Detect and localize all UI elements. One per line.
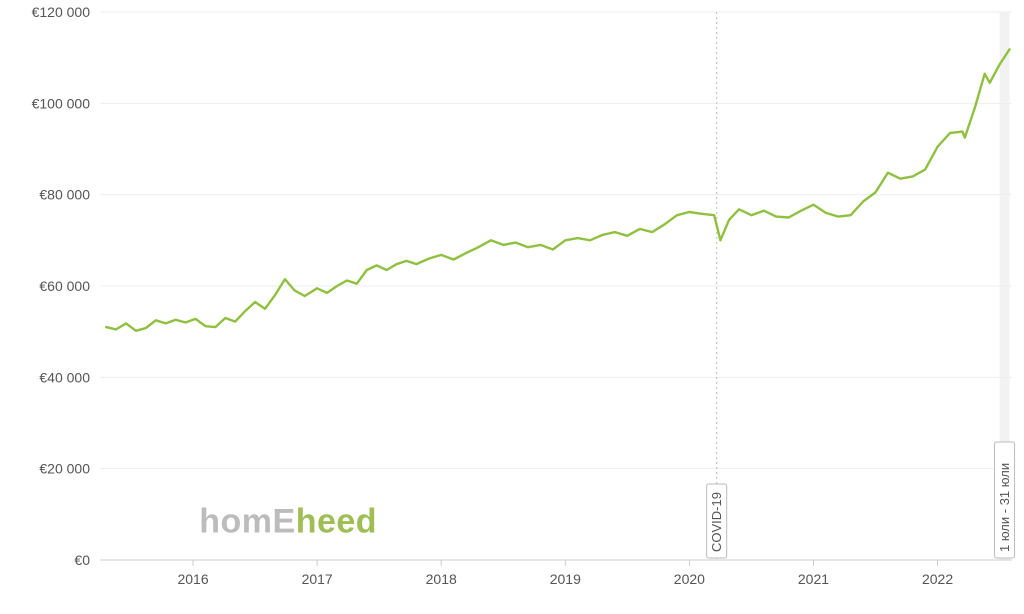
price-line-chart: €0 €20 000 €40 000 €60 000 €80 000 €100 000 €1… bbox=[0, 0, 1024, 614]
x-tick-label: 2021 bbox=[798, 571, 829, 587]
x-tick-label: 2016 bbox=[177, 571, 208, 587]
covid-label: COVID-19 bbox=[709, 492, 724, 552]
chart-bg bbox=[0, 0, 1024, 614]
y-tick-label: €80 000 bbox=[39, 187, 90, 203]
svg-text:homEheed: homEheed bbox=[199, 503, 377, 541]
x-tick-label: 2022 bbox=[922, 571, 953, 587]
x-tick-label: 2018 bbox=[426, 571, 457, 587]
y-tick-label: €100 000 bbox=[32, 95, 91, 111]
x-tick-label: 2019 bbox=[550, 571, 581, 587]
y-tick-label: €40 000 bbox=[39, 369, 90, 385]
watermark-part1-cap: E bbox=[273, 503, 296, 541]
watermark: homEheed bbox=[199, 503, 377, 541]
chart-svg: €0 €20 000 €40 000 €60 000 €80 000 €100 000 €1… bbox=[0, 0, 1024, 614]
watermark-part1: hom bbox=[199, 503, 272, 541]
y-tick-label: €0 bbox=[74, 552, 90, 568]
watermark-part2: heed bbox=[296, 503, 377, 541]
x-tick-label: 2017 bbox=[302, 571, 333, 587]
period-label: 1 юли - 31 юли bbox=[997, 463, 1012, 552]
y-tick-label: €120 000 bbox=[32, 4, 91, 20]
y-tick-label: €60 000 bbox=[39, 278, 90, 294]
x-tick-label: 2020 bbox=[674, 571, 705, 587]
y-tick-label: €20 000 bbox=[39, 461, 90, 477]
